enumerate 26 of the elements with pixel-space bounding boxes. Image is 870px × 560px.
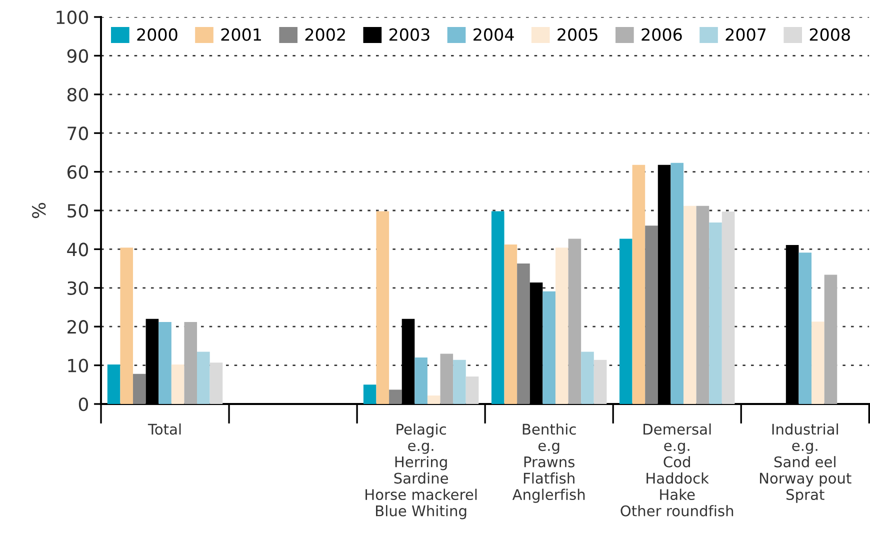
legend-label: 2001 (221, 28, 261, 41)
y-tick-label: 70 (68, 126, 88, 140)
x-tick-label: Industrial e.g. Sand eel Norway pout Sprat (760, 423, 852, 503)
legend-label: 2007 (726, 28, 766, 41)
y-tick-label: 30 (68, 281, 88, 296)
y-tick-label: 80 (67, 88, 88, 102)
legend-label: 2003 (389, 28, 430, 41)
legend-label: 2004 (474, 28, 514, 41)
legend-label: 2000 (137, 28, 178, 41)
y-tick-label: 10 (68, 358, 88, 372)
y-axis-title: % (32, 202, 46, 218)
x-tick-label: Demersal e.g. Cod Haddock Hake Other roundfish (620, 423, 734, 516)
y-tick-label: 50 (68, 204, 88, 218)
y-tick-label: 0 (78, 397, 88, 412)
x-tick-label: Benthic e.g Prawns Flatfish Anglerfish (512, 423, 585, 503)
y-tick-label: 90 (67, 49, 88, 63)
legend-label: 2006 (642, 28, 682, 41)
y-tick-label: 60 (67, 165, 88, 179)
y-tick-label: 20 (68, 320, 88, 334)
x-tick-label: Pelagic e.g. Herring Sardine Horse mackerel Blue Whiting (366, 423, 477, 520)
y-tick-label: 40 (67, 242, 88, 256)
y-tick-label: 100 (56, 10, 88, 24)
legend-label: 2008 (810, 28, 850, 41)
legend-label: 2002 (305, 28, 345, 41)
legend-label: 2005 (558, 28, 598, 41)
x-tick-label: Total (148, 423, 181, 435)
